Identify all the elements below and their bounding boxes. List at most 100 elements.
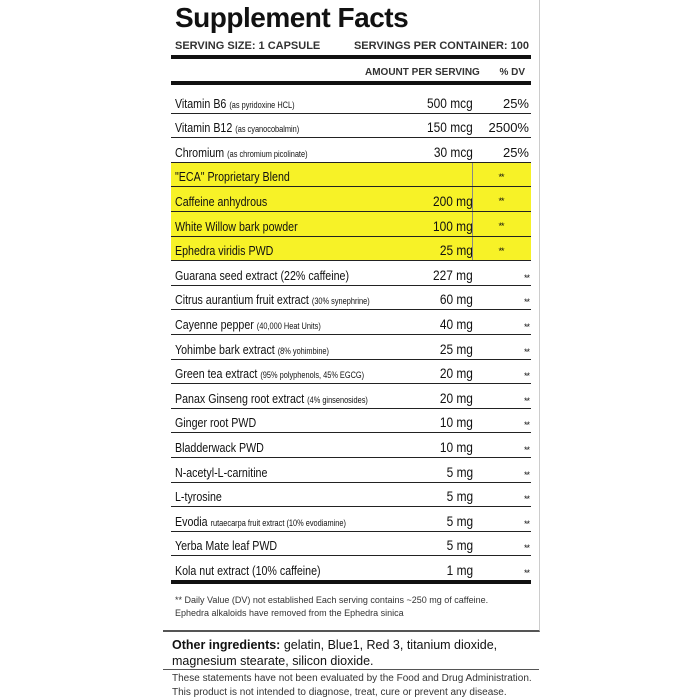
ingredient-row: Bladderwack PWD 10 mg ** bbox=[171, 433, 531, 458]
panel-title: Supplement Facts bbox=[175, 2, 409, 33]
ingredient-dv: ** bbox=[523, 567, 530, 578]
ingredient-name-text: Bladderwack PWD bbox=[175, 439, 264, 455]
ingredient-name: Vitamin B12 (as cyanocobalmin) bbox=[175, 120, 299, 135]
ingredient-row: Ephedra viridis PWD 25 mg ** bbox=[171, 236, 531, 262]
ingredient-dv: 25% bbox=[502, 95, 529, 111]
ingredient-amount: 30 mcg bbox=[433, 143, 473, 160]
ingredient-note: (40,000 Heat Units) bbox=[256, 320, 321, 331]
ingredient-name: Evodia rutaecarpa fruit extract (10% evo… bbox=[175, 514, 346, 529]
ingredient-amount: 5 mg bbox=[446, 537, 473, 554]
thick-rule bbox=[171, 81, 531, 85]
fda-disclaimer: These statements have not been evaluated… bbox=[172, 673, 532, 684]
ingredient-dv: ** bbox=[523, 346, 530, 357]
ingredient-amount: 10 mg bbox=[439, 414, 473, 431]
ingredient-row: Vitamin B12 (as cyanocobalmin) 150 mcg 250… bbox=[171, 114, 531, 139]
servings-per-container: SERVINGS PER CONTAINER: 100 bbox=[353, 40, 529, 52]
ingredient-dv: ** bbox=[523, 420, 530, 431]
ingredient-row: Ginger root PWD 10 mg ** bbox=[171, 409, 531, 434]
ingredient-row: Cayenne pepper (40,000 Heat Units) 40 mg *… bbox=[171, 310, 531, 335]
ingredient-name-text: Vitamin B12 bbox=[175, 120, 233, 136]
ingredient-name: Panax Ginseng root extract (4% ginsenosi… bbox=[175, 391, 368, 406]
ingredient-name-text: Ephedra viridis PWD bbox=[175, 243, 274, 259]
ingredient-amount: 1 mg bbox=[446, 561, 473, 578]
ingredient-amount: 10 mg bbox=[439, 438, 473, 455]
ingredient-dv: ** bbox=[523, 371, 530, 382]
ingredient-name-text: Green tea extract bbox=[175, 366, 258, 382]
ingredient-row: Yerba Mate leaf PWD 5 mg ** bbox=[171, 532, 531, 557]
ingredient-name-text: L-tyrosine bbox=[175, 489, 222, 505]
ingredient-name-text: White Willow bark powder bbox=[175, 218, 298, 234]
ingredient-name: N-acetyl-L-carnitine bbox=[175, 465, 267, 480]
ingredient-dv: ** bbox=[523, 297, 530, 308]
ingredient-dv: ** bbox=[523, 469, 530, 480]
ingredient-dv: ** bbox=[523, 494, 530, 505]
ingredient-name: Bladderwack PWD bbox=[175, 440, 264, 455]
ingredient-amount: 500 mcg bbox=[427, 94, 473, 111]
ingredient-dv: ** bbox=[472, 187, 529, 211]
ingredient-name-text: Panax Ginseng root extract bbox=[175, 390, 305, 406]
ingredient-amount: 5 mg bbox=[446, 512, 473, 529]
ingredient-dv: 2500% bbox=[488, 120, 529, 136]
ingredient-name: Green tea extract (95% polyphenols, 45% … bbox=[175, 366, 364, 381]
ingredient-name: L-tyrosine bbox=[175, 489, 222, 504]
other-ingredients-text: gelatin, Blue1, Red 3, titanium dioxide,… bbox=[172, 638, 498, 668]
ingredient-note: (8% yohimbine) bbox=[277, 345, 329, 356]
ingredient-dv: 25% bbox=[502, 144, 529, 160]
ingredient-row: Citrus aurantium fruit extract (30% syne… bbox=[171, 286, 531, 311]
ingredient-note: (as cyanocobalmin) bbox=[235, 124, 300, 135]
ingredient-name-text: Vitamin B6 bbox=[175, 95, 227, 111]
ingredient-name-text: Cayenne pepper bbox=[175, 316, 254, 332]
ingredient-name: Yerba Mate leaf PWD bbox=[175, 538, 277, 553]
footnote-ephedra: Ephedra alkaloids have removed from the … bbox=[175, 608, 404, 618]
supplement-facts-panel: Supplement Facts SERVING SIZE: 1 CAPSULE… bbox=[163, 0, 540, 632]
footnote-dv: ** Daily Value (DV) not established Each… bbox=[175, 595, 489, 605]
ingredient-amount: 20 mg bbox=[439, 389, 473, 406]
ingredient-amount: 150 mcg bbox=[427, 119, 473, 136]
other-ingredients-label: Other ingredients: bbox=[172, 638, 281, 652]
ingredient-amount: 25 mg bbox=[439, 340, 473, 357]
ingredient-dv: ** bbox=[472, 211, 529, 236]
other-ingredients: Other ingredients: gelatin, Blue1, Red 3… bbox=[172, 637, 542, 669]
ingredient-dv: ** bbox=[523, 444, 530, 455]
ingredient-row: Guarana seed extract (22% caffeine) 227 … bbox=[171, 261, 531, 286]
ingredient-name-text: "ECA" Proprietary Blend bbox=[175, 169, 290, 185]
ingredient-name-text: Yerba Mate leaf PWD bbox=[175, 538, 278, 554]
ingredient-name: "ECA" Proprietary Blend bbox=[175, 169, 290, 184]
divider bbox=[163, 669, 539, 670]
ingredient-note: (as pyridoxine HCL) bbox=[229, 99, 295, 110]
ingredient-name-text: Evodia bbox=[175, 513, 208, 529]
ingredient-amount: 60 mg bbox=[439, 291, 473, 308]
ingredient-name: Caffeine anhydrous bbox=[175, 194, 267, 209]
ingredient-row: Kola nut extract (10% caffeine) 1 mg ** bbox=[171, 556, 531, 584]
ingredient-note: (as chromium picolinate) bbox=[227, 148, 308, 159]
ingredient-dv: ** bbox=[523, 518, 530, 529]
ingredient-name-text: Yohimbe bark extract bbox=[175, 341, 275, 357]
ingredient-row: Vitamin B6 (as pyridoxine HCL) 500 mcg 25% bbox=[171, 89, 531, 114]
ingredient-amount: 5 mg bbox=[446, 488, 473, 505]
ingredient-note: (4% ginsenosides) bbox=[307, 394, 368, 405]
ingredient-note: rutaecarpa fruit extract (10% evodiamine… bbox=[210, 517, 346, 528]
ingredient-amount: 5 mg bbox=[446, 463, 473, 480]
ingredient-name: Ginger root PWD bbox=[175, 415, 256, 430]
ingredient-dv: ** bbox=[472, 162, 529, 187]
amount-header: AMOUNT PER SERVING bbox=[365, 67, 480, 78]
dv-header: % DV bbox=[499, 67, 525, 78]
ingredient-row: Caffeine anhydrous 200 mg ** bbox=[171, 187, 531, 212]
ingredient-name: Kola nut extract (10% caffeine) bbox=[175, 563, 321, 578]
ingredient-dv: ** bbox=[523, 272, 530, 283]
ingredient-amount: 227 mg bbox=[433, 266, 473, 283]
ingredient-amount: 40 mg bbox=[439, 315, 473, 332]
ingredient-note: (95% polyphenols, 45% EGCG) bbox=[260, 370, 365, 381]
ingredient-name: Yohimbe bark extract (8% yohimbine) bbox=[175, 342, 329, 357]
serving-size: SERVING SIZE: 1 CAPSULE bbox=[175, 40, 321, 52]
ingredient-name: Guarana seed extract (22% caffeine) bbox=[175, 268, 349, 283]
ingredient-row: Chromium (as chromium picolinate) 30 mcg 2… bbox=[171, 138, 531, 163]
ingredient-row: L-tyrosine 5 mg ** bbox=[171, 483, 531, 508]
ingredient-amount: 20 mg bbox=[439, 365, 473, 382]
ingredient-name-text: Guarana seed extract (22% caffeine) bbox=[175, 267, 350, 283]
ingredient-row: White Willow bark powder 100 mg ** bbox=[171, 211, 531, 237]
ingredient-row: Green tea extract (95% polyphenols, 45% … bbox=[171, 360, 531, 385]
ingredient-row: Yohimbe bark extract (8% yohimbine) 25 mg… bbox=[171, 335, 531, 360]
ingredient-name: Vitamin B6 (as pyridoxine HCL) bbox=[175, 96, 295, 111]
ingredient-name: Cayenne pepper (40,000 Heat Units) bbox=[175, 317, 321, 332]
